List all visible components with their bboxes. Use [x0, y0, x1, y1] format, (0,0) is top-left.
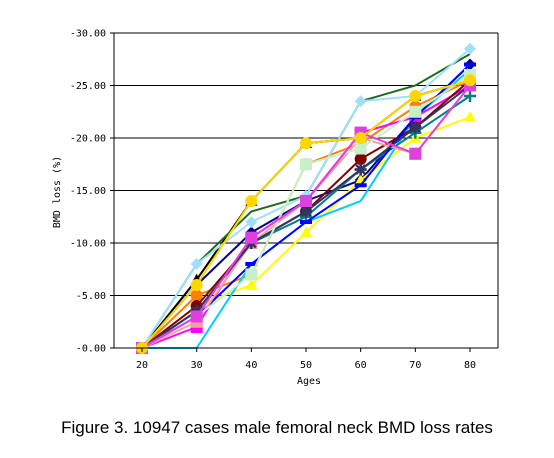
series-13-point-3	[300, 158, 312, 171]
x-tick-label-3: 50	[300, 360, 312, 371]
x-axis-title: Ages	[297, 376, 321, 387]
series-14-point-5	[409, 147, 422, 160]
series-7-point-4	[354, 153, 367, 165]
series-9-point-4	[354, 183, 367, 188]
series-5-point-6	[464, 111, 476, 122]
series-13-point-2	[245, 268, 258, 281]
series-10-point-2	[245, 216, 258, 228]
y-tick-label-1: -5.00	[76, 291, 106, 302]
x-tick-label-0: 20	[136, 360, 148, 371]
bmd-loss-line-chart: -0.00 -5.00 -10.00 -15.00 -20.00 -25.00 -30.00…	[52, 29, 499, 387]
y-tick-label-4: -20.00	[70, 134, 106, 145]
series-5-point-3	[300, 226, 312, 238]
series-12-point-4	[354, 163, 367, 176]
series-10-point-6	[464, 42, 476, 55]
series-8-point-6	[464, 90, 476, 102]
y-tick-labels: -0.00 -5.00 -10.00 -15.00 -20.00 -25.00 -30.00	[70, 29, 114, 355]
series-5-point-2	[245, 279, 258, 290]
series-15-point-3	[300, 137, 312, 150]
series-15-point-4	[354, 132, 367, 144]
x-tick-label-2: 40	[245, 360, 257, 371]
series-14-point-2	[245, 231, 258, 244]
y-tick-label-3: -15.00	[70, 186, 106, 197]
figure-caption: Figure 3. 10947 cases male femoral neck …	[61, 418, 493, 437]
series-13-point-4	[354, 142, 367, 155]
y-axis-title: BMD loss (%)	[52, 156, 63, 228]
x-tick-label-5: 70	[409, 360, 421, 371]
series-3-point-1	[190, 289, 203, 302]
series-15-point-2	[245, 195, 258, 207]
series-12-point-5	[409, 121, 422, 134]
series-9-point-6	[464, 62, 476, 67]
y-tick-label-2: -10.00	[70, 239, 106, 250]
x-tick-label-1: 30	[191, 360, 203, 371]
series-9-point-2	[245, 262, 258, 266]
y-tick-label-0: -0.00	[76, 344, 106, 355]
x-tick-label-6: 80	[464, 360, 476, 371]
series-10-point-1	[190, 258, 203, 270]
series-14-point-3	[300, 195, 312, 207]
series-15	[136, 74, 476, 354]
series-13-point-5	[409, 105, 422, 118]
x-tick-label-4: 60	[355, 360, 367, 371]
series-9-point-3	[300, 220, 312, 224]
series-10-point-4	[354, 95, 367, 108]
y-tick-label-5: -25.00	[70, 81, 106, 92]
y-tick-label-6: -30.00	[70, 29, 106, 40]
series-12-point-3	[300, 205, 312, 218]
series-15-point-5	[409, 90, 422, 102]
series-14-point-1	[190, 310, 203, 323]
series-15-point-1	[190, 279, 203, 291]
series-15-point-6	[464, 74, 476, 87]
x-tick-labels: 20 30 40 50 60 70 80	[136, 348, 476, 371]
series-layer	[136, 42, 476, 354]
